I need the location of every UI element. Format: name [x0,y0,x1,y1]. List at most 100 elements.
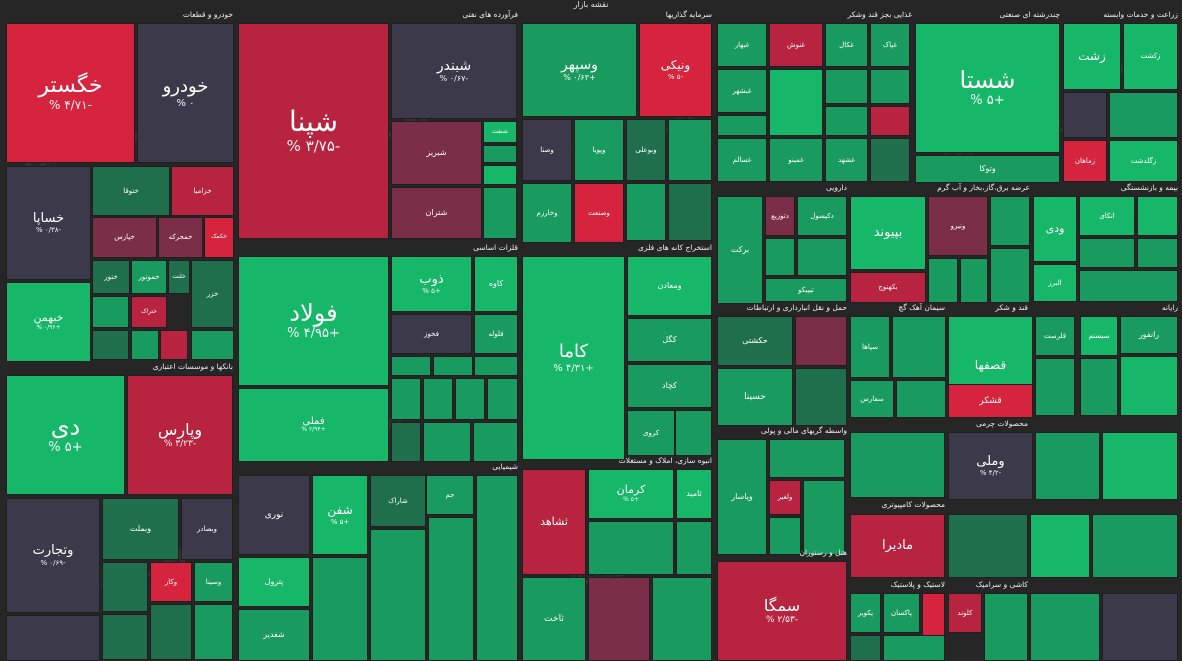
treemap-tile[interactable] [676,521,712,575]
treemap-tile[interactable]: شبندر -۰/۶۷ % [391,23,517,119]
treemap-tile[interactable]: خزامیا [171,166,234,216]
treemap-tile[interactable]: سفارس [850,380,894,418]
treemap-tile[interactable]: غکال [825,23,868,67]
treemap-tile[interactable]: شفن +۵ % [312,475,368,555]
treemap-tile[interactable] [1120,356,1178,416]
treemap-tile[interactable]: کگل [627,318,712,362]
treemap-tile[interactable] [370,529,426,661]
treemap-tile[interactable] [717,115,767,136]
treemap-tile[interactable]: کاما +۴/۳۱ % [522,256,625,460]
treemap-tile[interactable]: وبملت [102,498,179,560]
treemap-tile[interactable] [1080,358,1118,416]
treemap-tile[interactable] [131,330,159,360]
treemap-tile[interactable]: خمحرکه [158,217,203,258]
treemap-tile[interactable] [1035,432,1100,500]
treemap-tile[interactable] [92,296,129,328]
treemap-tile[interactable]: وبوعلی [626,119,666,181]
treemap-tile[interactable] [160,330,188,360]
treemap-tile[interactable]: غسالم [717,138,767,182]
treemap-tile[interactable]: کاوه [474,256,518,312]
treemap-tile[interactable]: ختراک [131,296,167,328]
treemap-tile[interactable] [391,378,421,420]
treemap-tile[interactable] [668,183,712,241]
treemap-tile[interactable]: وصنا [522,119,572,181]
treemap-tile[interactable] [588,521,674,575]
treemap-tile[interactable] [588,577,650,661]
treemap-tile[interactable]: وپاسار [717,439,767,555]
treemap-tile[interactable] [795,368,847,426]
treemap-tile[interactable]: شتران [391,187,482,239]
treemap-tile[interactable]: نوری [238,475,310,555]
treemap-tile[interactable] [928,258,958,303]
treemap-tile[interactable] [423,378,453,420]
treemap-tile[interactable] [487,378,518,420]
treemap-tile[interactable]: خموتور [131,260,167,294]
treemap-tile[interactable] [960,258,988,303]
treemap-tile[interactable] [990,196,1030,246]
treemap-tile[interactable]: ذوب +۵ % [391,256,472,312]
treemap-tile[interactable] [948,514,1028,578]
treemap-tile[interactable] [102,562,148,612]
treemap-tile[interactable]: شنفت [483,121,517,143]
treemap-tile[interactable] [476,475,518,661]
treemap-tile[interactable]: خبهمن +۰/۹۶ % [6,282,91,362]
treemap-tile[interactable] [769,69,823,136]
treemap-tile[interactable]: قشکر [948,384,1033,418]
treemap-tile[interactable] [883,635,945,661]
treemap-tile[interactable] [473,422,518,462]
treemap-tile[interactable] [1102,593,1178,661]
treemap-tile[interactable]: حکشتی [717,316,793,366]
treemap-tile[interactable] [1035,358,1075,416]
treemap-tile[interactable]: خزر [191,260,234,328]
treemap-tile[interactable]: غپاک [870,23,910,67]
treemap-tile[interactable]: پاکسان [883,593,920,633]
treemap-tile[interactable]: شاراک [370,475,426,527]
treemap-tile[interactable]: غبهار [717,23,767,67]
treemap-tile[interactable] [795,316,847,366]
treemap-tile[interactable] [896,380,946,418]
treemap-tile[interactable]: البرز [1033,264,1077,302]
treemap-tile[interactable] [1030,514,1090,578]
treemap-tile[interactable]: وسینا [194,562,233,602]
treemap-tile[interactable] [474,356,518,376]
treemap-tile[interactable]: سمگا -۲/۵۳ % [717,561,847,661]
treemap-tile[interactable] [433,356,473,376]
treemap-tile[interactable]: زماهان [1063,140,1107,182]
treemap-tile[interactable] [870,69,910,104]
treemap-tile[interactable] [850,432,945,498]
treemap-tile[interactable] [870,138,910,182]
treemap-tile[interactable]: برکت [717,196,763,304]
treemap-tile[interactable]: وتجارت -۰/۶۹ % [6,498,100,613]
treemap-tile[interactable]: پکویر [850,593,881,633]
treemap-tile[interactable] [483,145,517,163]
treemap-tile[interactable] [1102,432,1178,500]
treemap-tile[interactable]: زگلدشت [1109,140,1178,182]
treemap-tile[interactable]: بپیوند [850,196,926,270]
treemap-tile[interactable]: دی +۵ % [6,375,125,495]
treemap-tile[interactable] [483,187,517,239]
treemap-tile[interactable] [870,106,910,136]
treemap-tile[interactable]: ولغیر [769,480,801,515]
treemap-tile[interactable]: وتوکا [915,155,1060,183]
treemap-tile[interactable]: قلرست [1035,316,1075,356]
treemap-tile[interactable] [391,422,421,462]
treemap-tile[interactable]: وپویا [574,119,624,181]
treemap-tile[interactable]: پترول [238,557,310,607]
treemap-tile[interactable]: وپارس -۳/۲۳ % [127,375,233,495]
treemap-tile[interactable]: کروی [627,410,675,456]
treemap-tile[interactable] [984,593,1028,661]
treemap-tile[interactable] [1092,514,1178,578]
treemap-tile[interactable]: شغدیر [238,609,310,661]
treemap-tile[interactable]: فخوز [391,314,472,354]
treemap-tile[interactable]: رانفور [1120,316,1178,354]
treemap-tile[interactable] [1030,593,1100,661]
treemap-tile[interactable] [428,517,474,661]
treemap-tile[interactable]: غنوش [769,23,823,67]
treemap-tile[interactable]: خلنت [168,260,190,294]
treemap-tile[interactable]: خگستر -۴/۷۱ % [6,23,135,163]
treemap-tile[interactable]: مادیرا [850,514,945,578]
treemap-tile[interactable]: غمینو [769,138,823,182]
treemap-tile[interactable]: کچاد [627,364,712,408]
treemap-tile[interactable] [1137,238,1178,268]
treemap-tile[interactable]: شبریز [391,121,482,185]
